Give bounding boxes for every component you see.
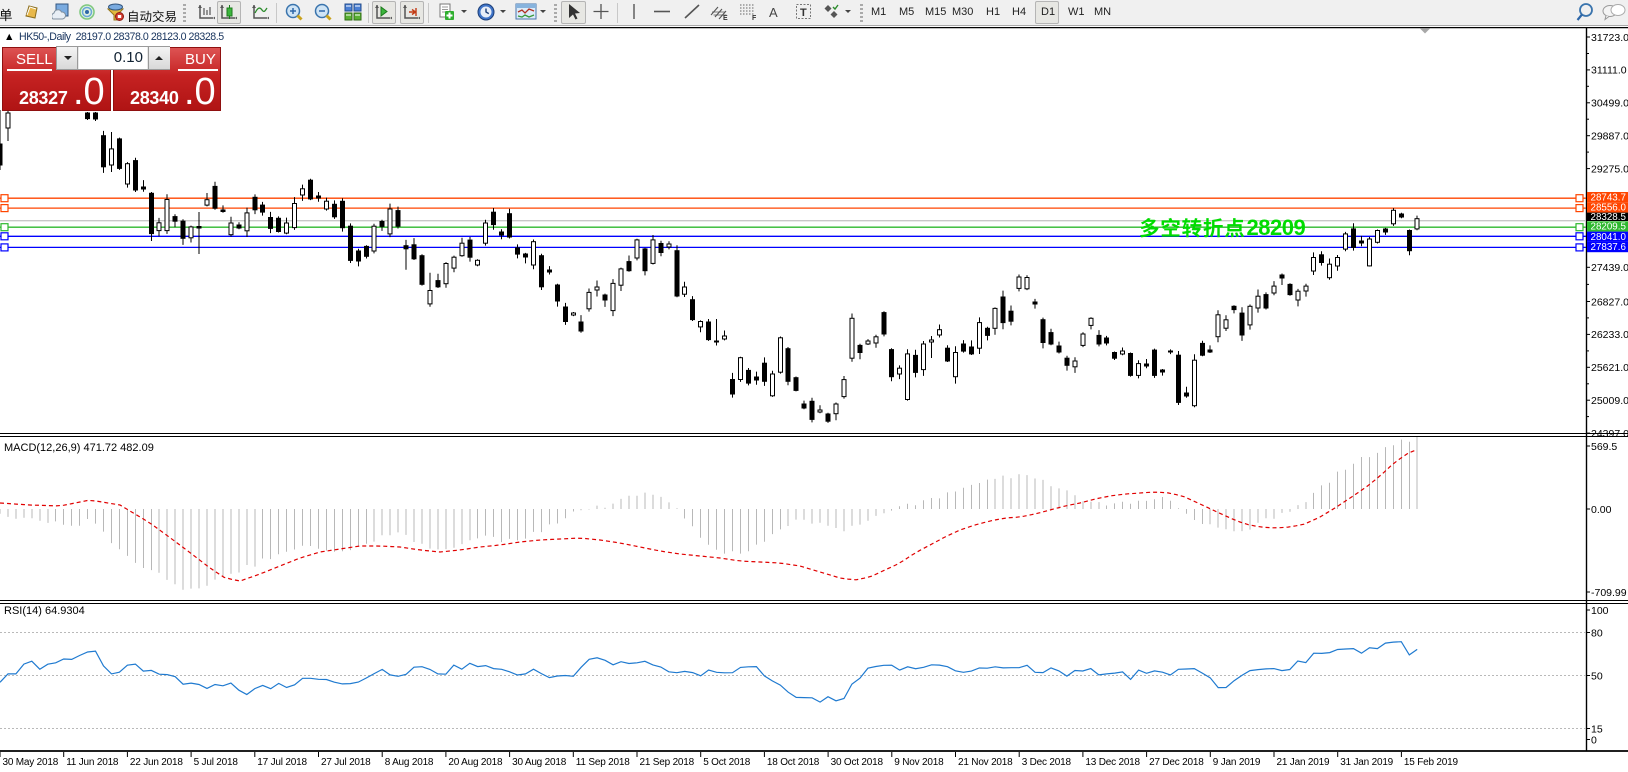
svg-text:50: 50: [1591, 670, 1603, 682]
svg-text:5 Jul 2018: 5 Jul 2018: [194, 757, 239, 768]
svg-text:569.5: 569.5: [1591, 441, 1617, 453]
svg-text:21 Jan 2019: 21 Jan 2019: [1277, 757, 1330, 768]
svg-text:27 Jul 2018: 27 Jul 2018: [321, 757, 371, 768]
svg-text:5 Oct 2018: 5 Oct 2018: [703, 757, 751, 768]
svg-text:28209.5: 28209.5: [1591, 222, 1627, 233]
svg-text:25621.0: 25621.0: [1591, 362, 1628, 374]
svg-text:31723.0: 31723.0: [1591, 32, 1628, 44]
svg-text:F: F: [752, 15, 757, 22]
svg-text:21 Nov 2018: 21 Nov 2018: [958, 757, 1013, 768]
svg-text:15 Feb 2019: 15 Feb 2019: [1404, 757, 1459, 768]
svg-text:3 Dec 2018: 3 Dec 2018: [1022, 757, 1072, 768]
svg-text:29275.0: 29275.0: [1591, 163, 1628, 175]
svg-text:8 Aug 2018: 8 Aug 2018: [385, 757, 434, 768]
svg-text:26827.0: 26827.0: [1591, 296, 1628, 308]
svg-text:30 Aug 2018: 30 Aug 2018: [512, 757, 567, 768]
svg-text:15: 15: [1591, 723, 1603, 735]
svg-text:28743.7: 28743.7: [1591, 192, 1626, 203]
svg-text:27837.6: 27837.6: [1591, 242, 1627, 253]
svg-text:28328.5: 28328.5: [1591, 212, 1627, 223]
svg-text:9 Nov 2018: 9 Nov 2018: [894, 757, 944, 768]
svg-text:30499.0: 30499.0: [1591, 98, 1628, 110]
svg-text:25009.0: 25009.0: [1591, 395, 1628, 407]
svg-text:31 Jan 2019: 31 Jan 2019: [1340, 757, 1393, 768]
svg-text:30 Oct 2018: 30 Oct 2018: [831, 757, 884, 768]
svg-text:MACD(12,26,9) 471.72 482.09: MACD(12,26,9) 471.72 482.09: [4, 442, 154, 454]
svg-text:100: 100: [1591, 605, 1609, 617]
svg-text:24397.0: 24397.0: [1591, 428, 1628, 440]
svg-text:22 Jun 2018: 22 Jun 2018: [130, 757, 183, 768]
svg-text:-709.99: -709.99: [1591, 587, 1627, 599]
svg-text:T: T: [800, 7, 807, 19]
svg-text:21 Sep 2018: 21 Sep 2018: [640, 757, 695, 768]
svg-text:31111.0: 31111.0: [1591, 65, 1627, 77]
svg-text:0.00: 0.00: [1591, 504, 1612, 516]
svg-text:26233.0: 26233.0: [1591, 329, 1628, 341]
svg-text:9 Jan 2019: 9 Jan 2019: [1213, 757, 1261, 768]
svg-text:18 Oct 2018: 18 Oct 2018: [767, 757, 820, 768]
svg-text:27439.0: 27439.0: [1591, 262, 1628, 274]
svg-text:RSI(14) 64.9304: RSI(14) 64.9304: [4, 605, 85, 617]
svg-text:11 Jun 2018: 11 Jun 2018: [66, 757, 119, 768]
svg-text:28209: 28209: [1247, 215, 1306, 240]
svg-text:80: 80: [1591, 627, 1603, 639]
svg-text:29887.0: 29887.0: [1591, 131, 1628, 143]
svg-text:17 Jul 2018: 17 Jul 2018: [257, 757, 307, 768]
svg-text:20 Aug 2018: 20 Aug 2018: [448, 757, 503, 768]
svg-text:28041.0: 28041.0: [1591, 232, 1627, 243]
svg-text:30 May 2018: 30 May 2018: [3, 757, 59, 768]
svg-text:27 Dec 2018: 27 Dec 2018: [1149, 757, 1204, 768]
svg-text:0: 0: [1591, 734, 1597, 746]
svg-text:28556.0: 28556.0: [1591, 203, 1627, 214]
svg-text:13 Dec 2018: 13 Dec 2018: [1085, 757, 1140, 768]
svg-text:11 Sep 2018: 11 Sep 2018: [576, 757, 630, 768]
svg-text:E: E: [723, 15, 728, 22]
